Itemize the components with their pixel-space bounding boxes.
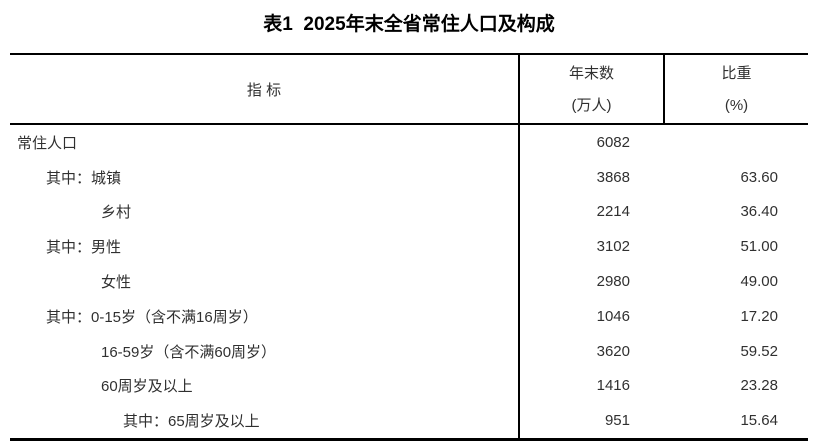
row-value: 6082 xyxy=(596,133,630,151)
table-row: 其中：男性 3102 51.00 xyxy=(10,229,808,265)
population-table: 指 标 年末数 (万人) 比重 (%) 常住人口 6082 其中：城镇 3868… xyxy=(10,53,808,441)
table-row: 16-59岁（含不满60周岁） 3620 59.52 xyxy=(10,333,808,369)
row-share: 36.40 xyxy=(740,203,778,221)
row-label: 常住人口 xyxy=(10,125,520,160)
row-value: 1416 xyxy=(596,377,630,395)
row-value: 2214 xyxy=(596,203,630,221)
table-body: 常住人口 6082 其中：城镇 3868 63.60 乡村 2214 36.40… xyxy=(10,125,808,439)
table-row: 其中：城镇 3868 63.60 xyxy=(10,159,808,195)
header-value-unit: (万人) xyxy=(571,96,612,114)
row-share: 63.60 xyxy=(740,168,778,186)
table-header: 指 标 年末数 (万人) 比重 (%) xyxy=(10,55,808,125)
table-row: 其中：65周岁及以上 951 15.64 xyxy=(10,403,808,439)
table-row: 常住人口 6082 xyxy=(10,125,808,160)
row-share: 15.64 xyxy=(740,412,778,430)
row-share: 23.28 xyxy=(740,377,778,395)
header-indicator-label: 指 标 xyxy=(246,81,282,99)
header-value-cell: 年末数 (万人) xyxy=(520,55,663,123)
row-value: 951 xyxy=(604,412,630,430)
header-share-unit: (%) xyxy=(724,96,749,114)
row-label: 16-59岁（含不满60周岁） xyxy=(10,333,520,369)
table-row: 女性 2980 49.00 xyxy=(10,264,808,299)
header-share-cell: 比重 (%) xyxy=(663,55,808,123)
row-label: 其中：男性 xyxy=(10,229,520,265)
row-share: 17.20 xyxy=(740,307,778,325)
row-value: 3102 xyxy=(596,238,630,256)
row-label: 女性 xyxy=(10,264,520,299)
row-share: 49.00 xyxy=(740,273,778,291)
table-row: 乡村 2214 36.40 xyxy=(10,194,808,230)
row-label: 其中：城镇 xyxy=(10,159,520,195)
row-share xyxy=(663,125,808,160)
row-value: 2980 xyxy=(596,273,630,291)
page-title: 表1 2025年末全省常住人口及构成 xyxy=(263,14,555,35)
row-value: 3868 xyxy=(596,168,630,186)
row-value: 1046 xyxy=(596,307,630,325)
table-row: 60周岁及以上 1416 23.28 xyxy=(10,368,808,404)
row-label: 其中：0-15岁（含不满16周岁） xyxy=(10,298,520,334)
row-value: 3620 xyxy=(596,342,630,360)
header-indicator-cell: 指 标 xyxy=(10,55,520,123)
row-share: 59.52 xyxy=(740,342,778,360)
row-label: 乡村 xyxy=(10,194,520,230)
header-share-label: 比重 xyxy=(721,64,752,82)
row-label: 其中：65周岁及以上 xyxy=(10,403,520,439)
header-value-label: 年末数 xyxy=(568,64,614,82)
row-label: 60周岁及以上 xyxy=(10,368,520,404)
row-share: 51.00 xyxy=(740,238,778,256)
table-row: 其中：0-15岁（含不满16周岁） 1046 17.20 xyxy=(10,298,808,334)
